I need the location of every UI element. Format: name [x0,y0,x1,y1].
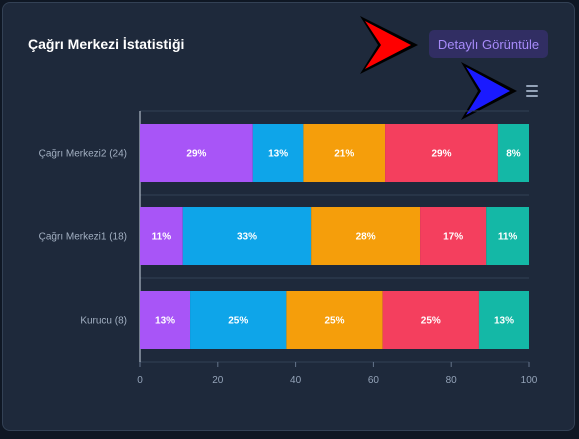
bar-segment-label: 29% [186,149,206,160]
x-tick-label: 0 [137,375,143,386]
bar-segment-label: 13% [155,316,175,327]
x-tick-label: 60 [368,375,380,386]
bar-segment-label: 33% [237,232,257,243]
bar-segment [478,291,529,349]
bar-segment [140,291,191,349]
bar-segment-label: 13% [494,316,514,327]
bar-segment-label: 21% [334,149,354,160]
panel-title: Çağrı Merkezi İstatistiği [28,36,185,52]
bar-segment-label: 17% [443,232,463,243]
bar-segment [311,207,421,265]
bar-segment-label: 25% [324,316,344,327]
category-label: Çağrı Merkezi2 (24) [39,149,127,160]
red-arrow-icon [360,16,418,74]
bar-segment [140,124,253,182]
category-label: Çağrı Merkezi1 (18) [39,232,127,243]
bar-segment [420,207,487,265]
x-tick-label: 80 [446,375,458,386]
bar-segment [190,291,287,349]
bar-segment [140,207,183,265]
detail-view-button[interactable]: Detaylı Görüntüle [429,30,548,58]
bar-segment-label: 11% [152,232,172,243]
bar-segment [286,291,383,349]
bar-segment [486,207,529,265]
bar-segment [182,207,312,265]
category-label: Kurucu (8) [80,316,127,327]
hamburger-menu-icon[interactable] [524,84,540,98]
bar-segment [303,124,386,182]
bar-segment [382,291,479,349]
bar-segment-label: 25% [228,316,248,327]
bar-segment-label: 11% [498,232,518,243]
bar-segment-label: 25% [421,316,441,327]
bar-segment-label: 28% [356,232,376,243]
bar-segment [385,124,498,182]
blue-arrow-icon [461,62,517,120]
x-tick-label: 40 [290,375,302,386]
bar-segment-label: 29% [431,149,451,160]
bar-segment [252,124,304,182]
x-tick-label: 100 [521,375,538,386]
bar-segment-label: 13% [268,149,288,160]
x-tick-label: 20 [212,375,224,386]
bar-segment-label: 8% [506,149,521,160]
bar-segment [497,124,529,182]
